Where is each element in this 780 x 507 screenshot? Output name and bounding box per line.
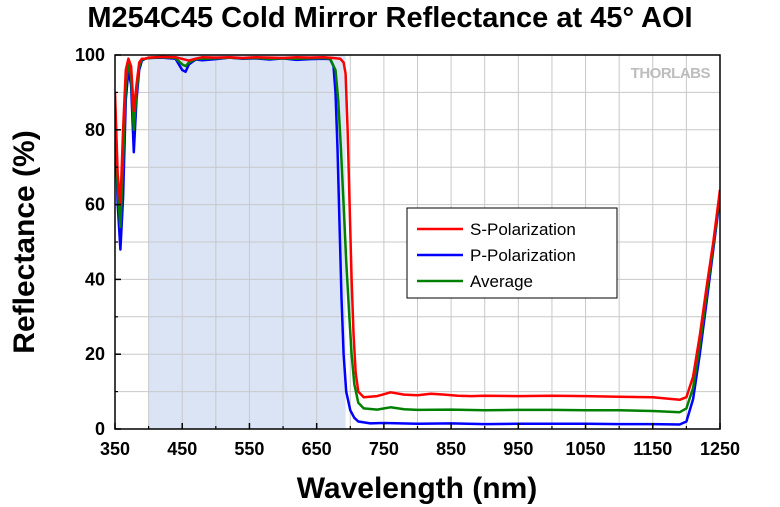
x-tick-label: 1050 bbox=[566, 439, 606, 459]
y-tick-label: 20 bbox=[85, 344, 105, 364]
legend-label: S-Polarization bbox=[470, 220, 576, 239]
x-tick-label: 350 bbox=[100, 439, 130, 459]
x-tick-label: 850 bbox=[436, 439, 466, 459]
y-tick-label: 100 bbox=[75, 45, 105, 65]
legend-box bbox=[406, 207, 618, 299]
y-tick-label: 80 bbox=[85, 120, 105, 140]
chart-title: M254C45 Cold Mirror Reflectance at 45° A… bbox=[87, 2, 693, 34]
legend-label: P-Polarization bbox=[470, 246, 576, 265]
x-tick-label: 1250 bbox=[700, 439, 740, 459]
x-tick-label: 750 bbox=[369, 439, 399, 459]
legend: S-Polarization P-Polarization Average bbox=[406, 207, 618, 299]
thorlabs-watermark: THORLABS bbox=[631, 65, 711, 82]
y-tick-label: 0 bbox=[95, 419, 105, 439]
x-axis-title: Wavelength (nm) bbox=[297, 472, 538, 505]
x-tick-label: 550 bbox=[234, 439, 264, 459]
x-tick-label: 950 bbox=[503, 439, 533, 459]
x-tick-label: 450 bbox=[167, 439, 197, 459]
x-tick-label: 1150 bbox=[633, 439, 672, 459]
y-tick-label: 40 bbox=[85, 269, 105, 289]
legend-label: Average bbox=[470, 272, 533, 291]
y-axis-title: Reflectance (%) bbox=[8, 130, 41, 353]
x-tick-label: 650 bbox=[302, 439, 332, 459]
y-tick-label: 60 bbox=[85, 195, 105, 215]
series-line-s-polarization bbox=[115, 55, 720, 402]
